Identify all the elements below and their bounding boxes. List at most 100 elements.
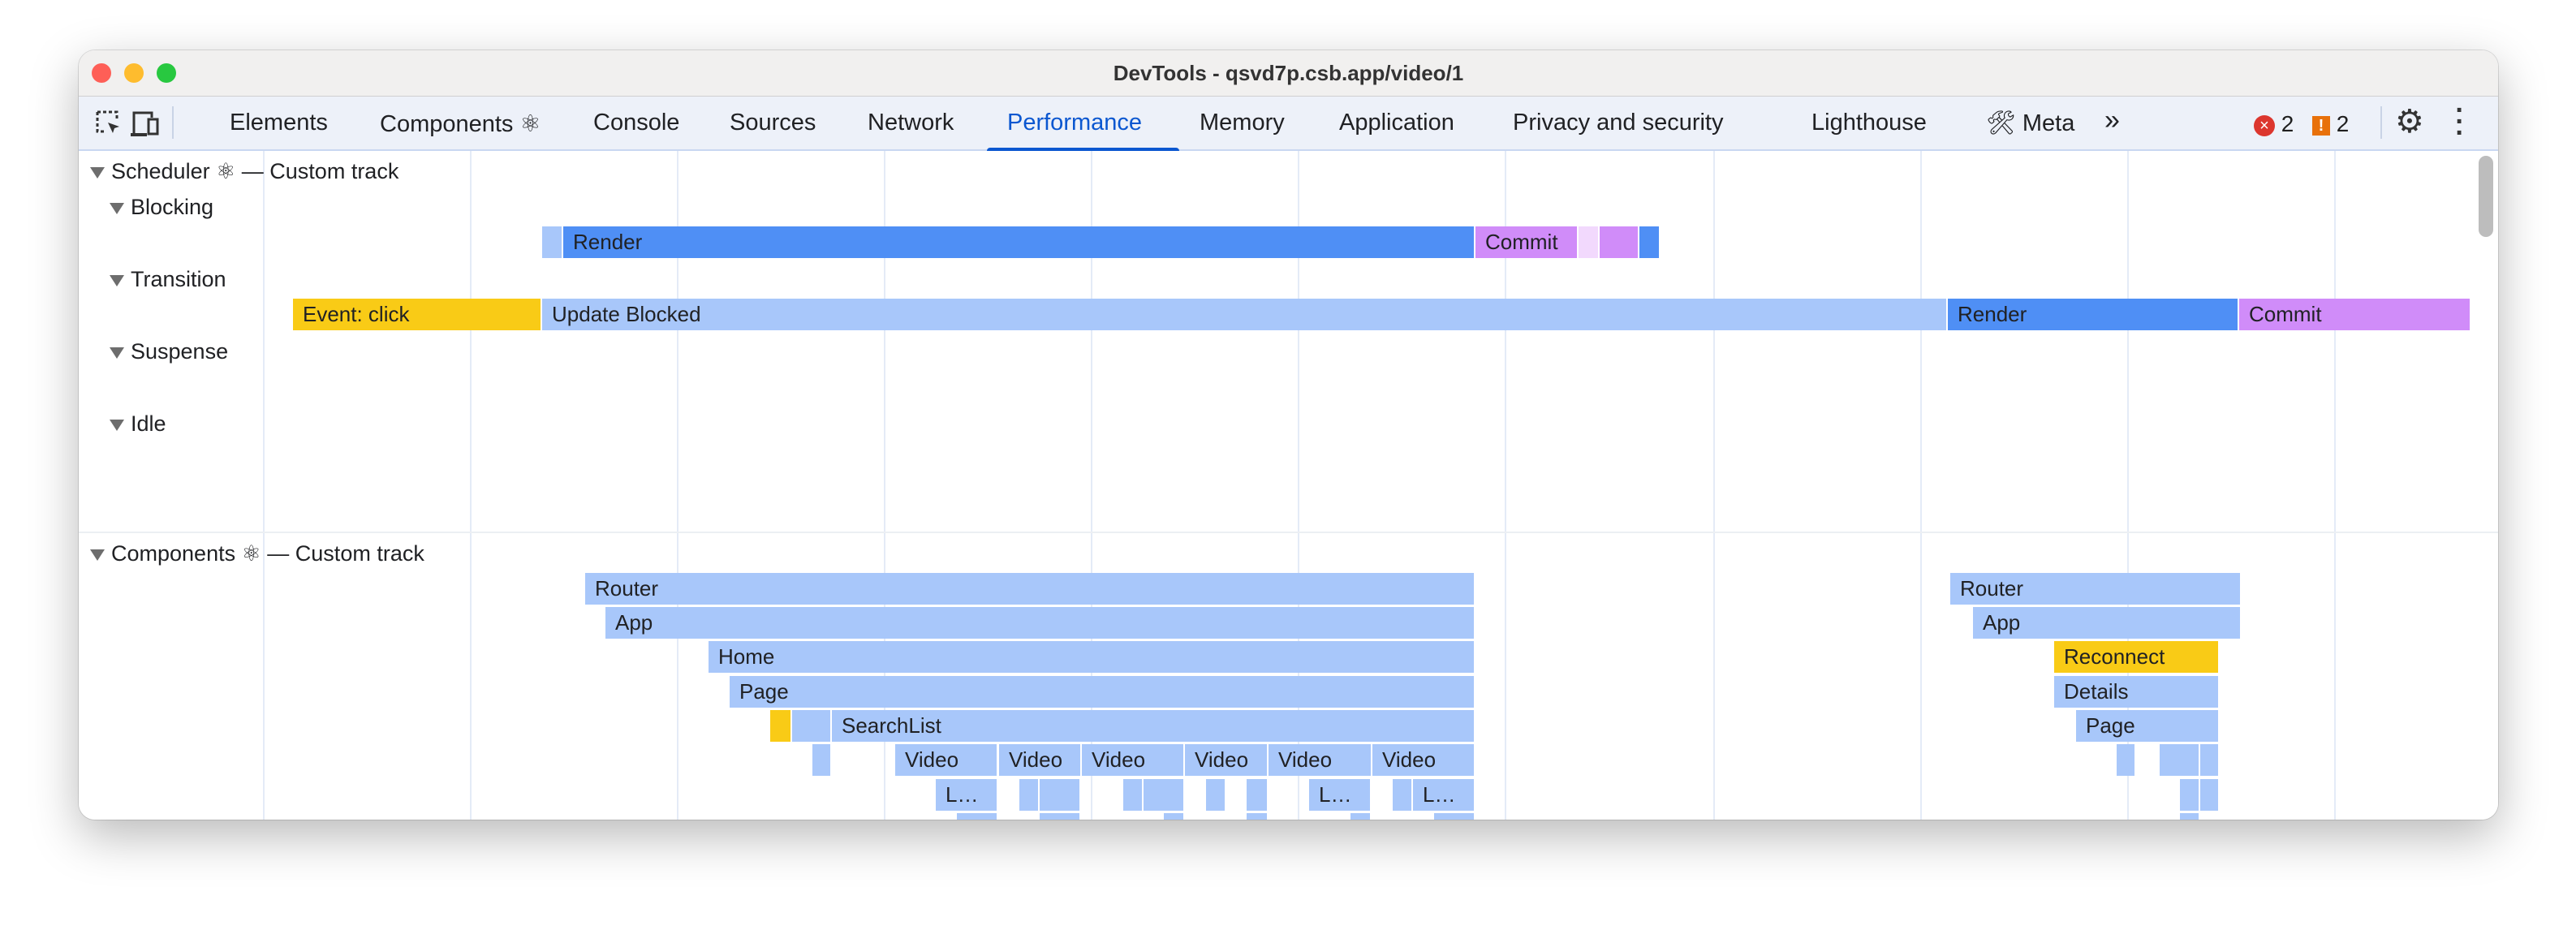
gridline xyxy=(263,151,265,820)
tab-elements[interactable]: Elements xyxy=(230,110,328,136)
component-small[interactable] xyxy=(2180,779,2200,811)
gridline xyxy=(1713,151,1715,820)
tab-network[interactable]: Network xyxy=(868,110,954,136)
lane-label: Transition xyxy=(131,267,226,291)
component-reconnect[interactable]: Reconnect xyxy=(2054,641,2220,673)
blocking-commit-bar-2[interactable] xyxy=(1600,226,1639,258)
tab-console[interactable]: Console xyxy=(593,110,680,136)
components-track-header[interactable]: Components ⚛ — Custom track xyxy=(90,541,424,566)
component-small[interactable] xyxy=(1206,779,1226,811)
component-video[interactable]: Video xyxy=(1185,744,1269,776)
device-toolbar-icon[interactable] xyxy=(129,110,162,139)
lane-label: Idle xyxy=(131,411,166,436)
tab-sources[interactable]: Sources xyxy=(730,110,816,136)
error-count: 2 xyxy=(2281,111,2294,136)
devtools-window: DevTools - qsvd7p.csb.app/video/1 Elemen… xyxy=(79,50,2498,820)
component-small[interactable] xyxy=(1040,813,1081,820)
lane-blocking[interactable]: Blocking xyxy=(110,195,213,220)
component-video[interactable]: Video xyxy=(1082,744,1185,776)
vertical-scrollbar[interactable] xyxy=(2479,156,2493,237)
collapse-triangle-icon xyxy=(90,166,105,179)
gridline xyxy=(2334,151,2336,820)
close-window-button[interactable] xyxy=(92,63,111,83)
component-small[interactable] xyxy=(1247,779,1269,811)
component-small[interactable] xyxy=(1019,779,1040,811)
scheduler-track-header[interactable]: Scheduler ⚛ — Custom track xyxy=(90,159,398,184)
transition-commit-bar[interactable]: Commit xyxy=(2239,299,2470,330)
blocking-render-bar-2[interactable] xyxy=(1639,226,1659,258)
component-app[interactable]: App xyxy=(605,607,1475,639)
component-small[interactable] xyxy=(1123,779,1144,811)
blocking-commit-bar[interactable]: Commit xyxy=(1475,226,1579,258)
settings-gear-icon[interactable]: ⚙ xyxy=(2395,104,2424,140)
component-small[interactable] xyxy=(2200,779,2220,811)
lane-label: Blocking xyxy=(131,195,214,219)
lane-transition[interactable]: Transition xyxy=(110,267,226,292)
component-small[interactable] xyxy=(1393,779,1413,811)
component-video[interactable]: Video xyxy=(1372,744,1475,776)
component-truncated[interactable]: L… xyxy=(1309,779,1372,811)
component-app-2[interactable]: App xyxy=(1973,607,2242,639)
tab-lighthouse[interactable]: Lighthouse xyxy=(1811,110,1927,136)
blocking-pre-render-bar[interactable] xyxy=(542,226,563,258)
component-yellow-marker[interactable] xyxy=(770,710,792,742)
collapse-triangle-icon xyxy=(110,202,124,214)
component-small[interactable] xyxy=(1247,813,1269,820)
component-page[interactable]: Page xyxy=(730,676,1475,708)
tab-performance[interactable]: Performance xyxy=(1007,110,1143,136)
blocking-render-bar[interactable]: Render xyxy=(563,226,1475,258)
active-tab-indicator xyxy=(987,148,1179,152)
component-small[interactable] xyxy=(1434,813,1475,820)
component-video[interactable]: Video xyxy=(999,744,1082,776)
blocking-commit-gap-bar[interactable] xyxy=(1579,226,1600,258)
component-home[interactable]: Home xyxy=(709,641,1475,673)
transition-event-click-bar[interactable]: Event: click xyxy=(293,299,542,330)
tab-components[interactable]: Components ⚛ xyxy=(380,111,541,137)
component-small[interactable] xyxy=(1164,813,1185,820)
component-small[interactable] xyxy=(2180,813,2200,820)
tab-meta[interactable]: 🛠 Meta xyxy=(1986,110,2074,137)
warning-count: 2 xyxy=(2336,111,2350,136)
transition-render-bar[interactable]: Render xyxy=(1948,299,2239,330)
tab-memory[interactable]: Memory xyxy=(1200,110,1285,136)
component-router[interactable]: Router xyxy=(585,573,1475,605)
warning-count-button[interactable]: ! 2 xyxy=(2312,111,2349,137)
component-small[interactable] xyxy=(1144,779,1185,811)
component-small[interactable] xyxy=(1350,813,1372,820)
component-truncated[interactable]: L… xyxy=(936,779,998,811)
lane-suspense[interactable]: Suspense xyxy=(110,339,228,364)
component-small[interactable] xyxy=(2117,744,2136,776)
component-truncated[interactable]: L… xyxy=(1413,779,1475,811)
gridline xyxy=(1298,151,1299,820)
component-small[interactable] xyxy=(1040,779,1081,811)
gridline xyxy=(1920,151,1922,820)
component-page-2[interactable]: Page xyxy=(2076,710,2220,742)
component-video[interactable]: Video xyxy=(1269,744,1372,776)
minimize-window-button[interactable] xyxy=(124,63,144,83)
component-video[interactable]: Video xyxy=(895,744,998,776)
collapse-triangle-icon xyxy=(110,419,124,431)
transition-update-blocked-bar[interactable]: Update Blocked xyxy=(542,299,1948,330)
component-small[interactable] xyxy=(2160,744,2200,776)
lane-idle[interactable]: Idle xyxy=(110,411,166,437)
component-small[interactable] xyxy=(957,813,998,820)
component-small[interactable] xyxy=(792,710,832,742)
component-small[interactable] xyxy=(812,744,832,776)
title-bar: DevTools - qsvd7p.csb.app/video/1 xyxy=(79,50,2498,97)
performance-timeline[interactable]: Scheduler ⚛ — Custom track Blocking Tran… xyxy=(79,151,2498,820)
component-searchlist[interactable]: SearchList xyxy=(832,710,1475,742)
component-details[interactable]: Details xyxy=(2054,676,2220,708)
track-divider xyxy=(79,532,2498,533)
hammer-wrench-icon: 🛠 xyxy=(1986,110,2016,136)
zoom-window-button[interactable] xyxy=(157,63,176,83)
more-tabs-button[interactable]: » xyxy=(2104,105,2120,136)
component-router-2[interactable]: Router xyxy=(1950,573,2242,605)
error-count-button[interactable]: × 2 xyxy=(2254,111,2294,137)
collapse-triangle-icon xyxy=(110,274,124,286)
more-options-kebab-icon[interactable]: · · · xyxy=(2455,95,2465,149)
devtools-toolbar: Elements Components ⚛ Console Sources Ne… xyxy=(79,97,2498,151)
tab-application[interactable]: Application xyxy=(1339,110,1454,136)
inspect-element-icon[interactable] xyxy=(95,110,124,139)
tab-privacy-and-security[interactable]: Privacy and security xyxy=(1513,110,1724,136)
component-small[interactable] xyxy=(2200,744,2220,776)
